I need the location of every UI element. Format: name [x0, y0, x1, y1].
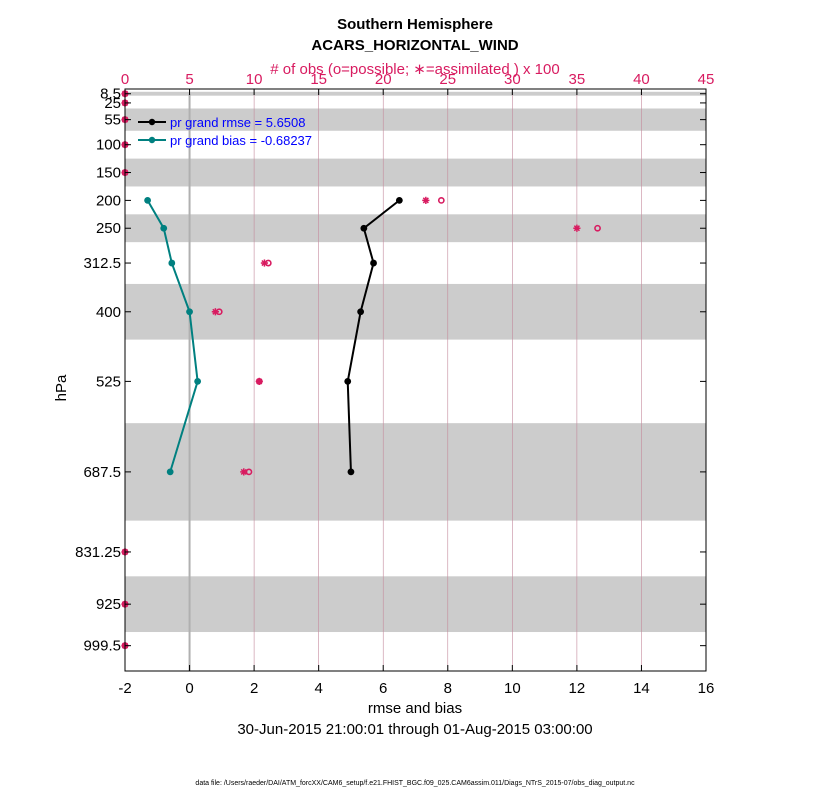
obs-assimilated-250	[573, 224, 581, 232]
series-1-point-525	[194, 377, 202, 385]
top-tick-label-9: 45	[698, 71, 715, 88]
y-tick-label-55: 55	[104, 112, 121, 129]
legend-rmse-label: pr grand rmse = 5.6508	[170, 115, 306, 130]
legend-bias-label: pr grand bias = -0.68237	[170, 133, 312, 148]
y-tick-label-100: 100	[96, 137, 121, 154]
legend: pr grand rmse = 5.6508 pr grand bias = -…	[138, 115, 312, 148]
footnote: data file: /Users/raeder/DAI/ATM_forcXX/…	[195, 780, 635, 787]
level-band-2	[125, 158, 706, 187]
x-tick-label-1: 0	[185, 680, 193, 697]
x-tick-label-4: 6	[379, 680, 387, 697]
series-0-point-200	[395, 196, 403, 204]
obs-assimilated-200	[422, 196, 430, 204]
axes-box	[124, 88, 707, 672]
top-tick-label-4: 20	[375, 71, 392, 88]
level-band-3	[125, 214, 706, 243]
legend-bias-marker	[148, 136, 156, 144]
y-tick-label-25: 25	[104, 95, 121, 112]
x-tick-label-7: 12	[569, 680, 586, 697]
obs-assimilated-312-5	[260, 259, 269, 267]
series-0-point-687-5	[347, 468, 355, 476]
y-tick-label-200: 200	[96, 192, 121, 209]
y-tick-label-400: 400	[96, 304, 121, 321]
level-band-5	[125, 423, 706, 521]
y-tick-label-150: 150	[96, 165, 121, 182]
top-tick-label-3: 15	[310, 71, 327, 88]
obs-assimilated-525	[255, 377, 263, 385]
y-tick-label-925: 925	[96, 596, 121, 613]
x-tick-label-8: 14	[633, 680, 650, 697]
y-tick-label-8-5: 8.5	[100, 86, 121, 103]
chart-title: Southern Hemisphere	[337, 16, 493, 33]
x-tick-label-6: 10	[504, 680, 521, 697]
top-tick-label-8: 40	[633, 71, 650, 88]
x-tick-label-0: -2	[118, 680, 131, 697]
series-1-point-400	[186, 308, 193, 316]
series-1-point-250	[160, 224, 168, 232]
series-0-point-400	[357, 308, 365, 316]
chart-subtitle: ACARS_HORIZONTAL_WIND	[311, 37, 518, 54]
y-tick-label-999-5: 999.5	[83, 638, 121, 655]
level-bands	[125, 91, 706, 633]
series-0-line	[346, 199, 400, 472]
y-tick-label-525: 525	[96, 373, 121, 390]
y-tick-label-250: 250	[96, 220, 121, 237]
obs-assimilated-687-5	[240, 468, 248, 476]
legend-rmse-marker	[148, 118, 156, 126]
level-band-0	[125, 91, 706, 96]
top-tick-label-1: 5	[185, 71, 193, 88]
series-1-point-200	[144, 196, 151, 204]
top-tick-label-7: 35	[569, 71, 586, 88]
x-tick-label-2: 2	[250, 680, 258, 697]
y-tick-label-312-5: 312.5	[83, 255, 121, 272]
obs-possible-200	[437, 196, 445, 204]
y-axis-label: hPa	[53, 374, 70, 401]
x-axis-label: rmse and bias	[368, 700, 462, 717]
y-tick-label-831-25: 831.25	[75, 544, 121, 561]
y-tick-label-687-5: 687.5	[83, 464, 121, 481]
x-tick-label-5: 8	[444, 680, 452, 697]
obs-assimilated-400	[211, 308, 219, 316]
series-1-point-312-5	[168, 259, 176, 267]
top-tick-label-0: 0	[121, 71, 129, 88]
series-1-point-687-5	[166, 468, 174, 476]
obs-possible-250	[594, 224, 601, 232]
series-0-point-250	[360, 224, 368, 232]
top-axis-label: # of obs (o=possible; ∗=assimilated ) x …	[270, 61, 559, 78]
level-band-6	[125, 576, 706, 633]
top-tick-label-2: 10	[246, 71, 263, 88]
data-series	[144, 196, 403, 476]
level-band-1	[125, 108, 706, 131]
date-range-label: 30-Jun-2015 21:00:01 through 01-Aug-2015…	[237, 721, 592, 738]
series-0-point-312-5	[370, 259, 377, 267]
top-tick-label-6: 30	[504, 71, 521, 88]
top-tick-label-5: 25	[439, 71, 456, 88]
series-1-line	[146, 199, 199, 473]
axis-ticks: -2 0 2 4 6 8 10 12 14 160 5 10 15 20 25 30 35 40 458.52555…	[75, 71, 714, 697]
x-tick-label-3: 4	[314, 680, 322, 697]
x-tick-label-9: 16	[698, 680, 715, 697]
series-0-point-525	[344, 377, 352, 385]
